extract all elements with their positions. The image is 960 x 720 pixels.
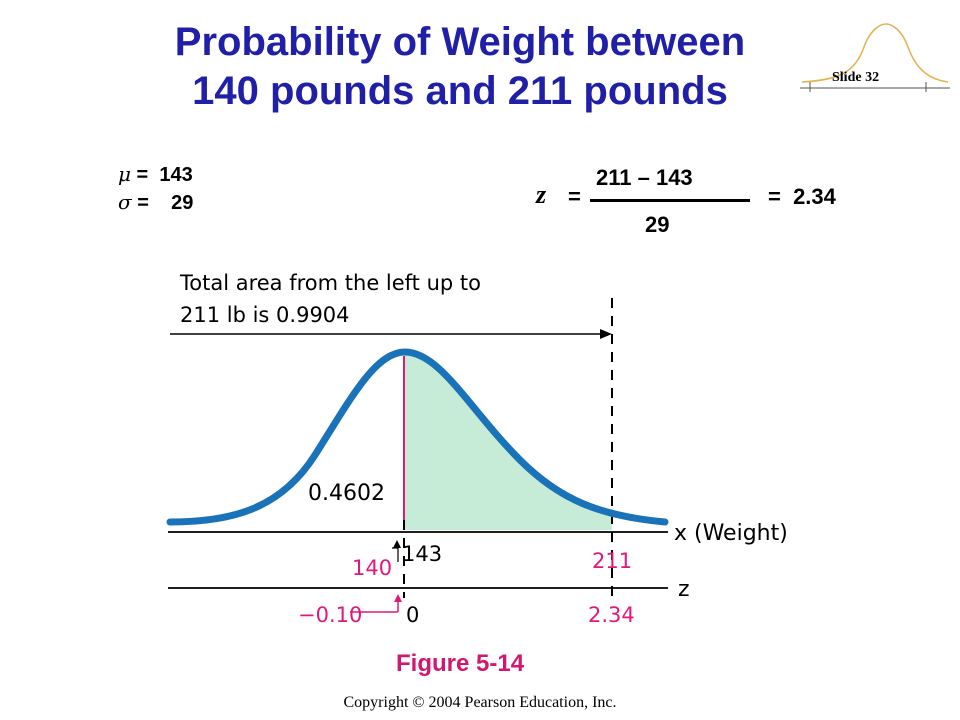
sigma-parameter: σ = 29 xyxy=(118,190,193,215)
x-tick-label-143: 143 xyxy=(402,542,442,566)
figure-caption: Figure 5-14 xyxy=(396,650,525,677)
title-line-1: Probability of Weight between xyxy=(174,20,746,64)
annotation-line-1: Total area from the left up to xyxy=(179,271,481,295)
formula-equals: = xyxy=(568,184,581,209)
z-tick-label-0: 0 xyxy=(406,603,419,627)
fraction-bar xyxy=(590,199,750,202)
mu-parameter: μ = 143 xyxy=(118,162,193,187)
x-tick-label-211: 211 xyxy=(592,549,632,573)
mu-symbol: μ xyxy=(118,162,131,186)
shaded-area xyxy=(404,352,612,530)
sigma-value: = 29 xyxy=(131,192,194,214)
z-tick-label-neg: −0.10 xyxy=(298,603,362,627)
formula-denominator: 29 xyxy=(645,212,670,237)
arrow-head-icon xyxy=(600,329,612,339)
bell-curve-logo-icon xyxy=(800,23,950,92)
x-tick-label-140: 140 xyxy=(352,556,392,580)
copyright-notice: Copyright © 2004 Pearson Education, Inc. xyxy=(343,694,617,711)
normal-curve xyxy=(166,348,669,526)
z-symbol: z xyxy=(536,180,547,209)
formula-result: = 2.34 xyxy=(768,184,836,209)
title-line-2: 140 pounds and 211 pounds xyxy=(192,69,728,113)
arrow-140-connector xyxy=(392,547,399,562)
z-axis-label: z xyxy=(678,577,690,602)
arrow-up-icon xyxy=(393,540,401,548)
annotation-line-2: 211 lb is 0.9904 xyxy=(180,303,350,327)
formula-numerator: 211 – 143 xyxy=(596,165,693,190)
arrow-up-magenta-icon xyxy=(394,594,402,602)
area-label: 0.4602 xyxy=(308,481,385,506)
slide-number: Slide 32 xyxy=(832,70,880,85)
mu-value: = 143 xyxy=(131,164,193,186)
z-tick-label-234: 2.34 xyxy=(588,603,635,627)
sigma-symbol: σ xyxy=(118,190,132,214)
x-axis-label: x (Weight) xyxy=(674,521,788,546)
slide-title: Probability of Weight between 140 pounds… xyxy=(80,18,840,116)
